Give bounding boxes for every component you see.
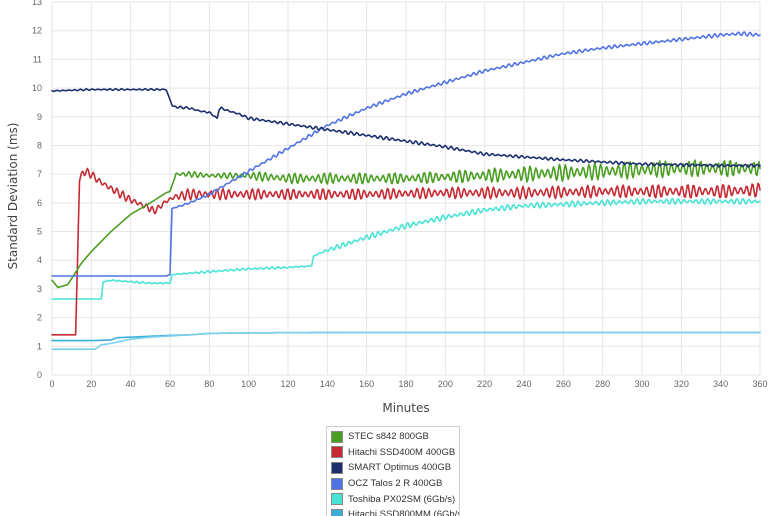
x-tick-label: 160 [359,379,374,389]
x-tick-label: 300 [634,379,649,389]
x-tick-label: 220 [477,379,492,389]
x-tick-label: 260 [556,379,571,389]
y-tick-label: 6 [37,198,42,208]
legend-label: STEC s842 800GB [348,431,429,443]
x-tick-label: 80 [204,379,214,389]
x-tick-label: 340 [713,379,728,389]
y-tick-label: 5 [37,227,42,237]
legend-swatch [331,446,343,459]
legend-label: OCZ Talos 2 R 400GB [348,478,443,490]
x-tick-label: 180 [398,379,413,389]
legend-swatch [331,477,343,490]
legend-item: OCZ Talos 2 R 400GB [331,476,455,492]
x-tick-label: 280 [595,379,610,389]
y-tick-label: 1 [37,341,42,351]
series-line-3 [51,31,761,277]
legend-item: Hitachi SSD400M 400GB [331,445,455,461]
series-line-6 [51,331,761,351]
y-tick-label: 13 [32,0,42,7]
legend-swatch [331,493,343,506]
legend-swatch [331,430,343,443]
y-tick-label: 2 [37,313,42,323]
chart-grid [51,1,761,376]
y-tick-label: 12 [32,26,42,36]
x-tick-label: 200 [438,379,453,389]
x-axis-title: Minutes [382,401,429,415]
y-tick-label: 8 [37,140,42,150]
legend-label: SMART Optimus 400GB [348,462,452,474]
legend-item: SMART Optimus 400GB [331,460,455,476]
y-tick-label: 10 [32,83,42,93]
x-tick-label: 0 [49,379,54,389]
y-tick-label: 11 [33,54,42,64]
legend-swatch [331,508,343,516]
y-axis-title: Standard Deviation (ms) [6,123,20,270]
chart-legend: STEC s842 800GB Hitachi SSD400M 400GB SMAR… [326,426,460,516]
legend-item: STEC s842 800GB [331,429,455,445]
series-line-4 [51,197,761,300]
y-tick-label: 3 [37,284,42,294]
legend-swatch [331,461,343,474]
legend-label: Hitachi SSD400M 400GB [348,446,456,458]
x-tick-label: 360 [752,379,767,389]
x-tick-label: 320 [674,379,689,389]
x-tick-label: 20 [86,379,96,389]
x-tick-label: 60 [165,379,175,389]
series-line-1 [51,167,761,336]
x-tick-label: 140 [320,379,335,389]
y-tick-label: 9 [37,112,42,122]
series-line-0 [51,159,761,289]
y-tick-label: 4 [37,255,42,265]
legend-item: Toshiba PX02SM (6Gb/s) [331,491,455,507]
x-tick-label: 240 [516,379,531,389]
x-tick-label: 100 [241,379,256,389]
legend-label: Toshiba PX02SM (6Gb/s) [348,493,456,505]
series-line-2 [51,87,761,168]
y-tick-label: 0 [37,370,42,380]
legend-item: Hitachi SSD800MM (6Gb/s) [331,507,459,516]
x-tick-label: 40 [126,379,136,389]
chart-series [51,31,761,351]
x-tick-label: 120 [280,379,295,389]
legend-label: Hitachi SSD800MM (6Gb/s) [348,509,460,516]
y-tick-label: 7 [37,169,42,179]
